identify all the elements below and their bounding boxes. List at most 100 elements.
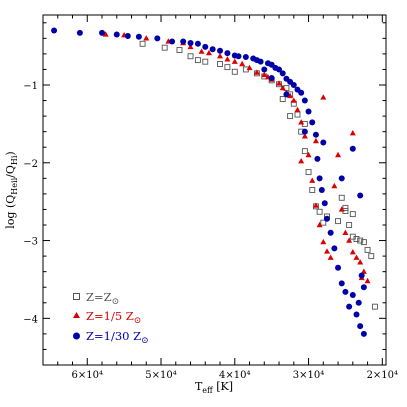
data-point-square	[231, 68, 238, 75]
data-point-triangle	[301, 133, 308, 139]
data-point-triangle	[217, 53, 224, 59]
y-axis-title: log (QHeii/QHi)	[4, 151, 19, 228]
data-point-triangle	[364, 277, 371, 284]
legend-marker-fifth-solar	[73, 312, 80, 318]
data-point-triangle	[349, 249, 356, 255]
data-points	[51, 27, 378, 337]
y-tick-label: −1	[23, 81, 38, 92]
legend-marker-solar	[73, 293, 80, 300]
data-point-square	[368, 253, 375, 260]
legend-label-thirtieth-solar-text: Z=1/30 Z	[86, 329, 141, 343]
data-point-circle	[99, 29, 106, 36]
data-point-triangle	[338, 206, 345, 212]
data-point-triangle	[205, 49, 212, 56]
data-point-circle	[349, 145, 356, 152]
data-point-square	[301, 148, 308, 155]
x-tick-label: 4×10⁴	[219, 370, 250, 381]
legend-label-fifth-solar: Z=1/5 Z⊙	[86, 309, 141, 326]
data-point-triangle	[246, 64, 253, 71]
data-point-triangle	[342, 229, 349, 235]
data-point-circle	[51, 27, 58, 34]
data-point-triangle	[349, 130, 356, 136]
x-tick-label: 2×10⁴	[367, 370, 398, 381]
data-point-square	[287, 113, 294, 120]
x-axis-title-main: T	[195, 380, 203, 393]
data-point-circle	[353, 311, 360, 318]
data-point-circle	[279, 70, 286, 77]
data-point-circle	[342, 288, 349, 295]
data-point-circle	[321, 200, 328, 207]
data-point-circle	[360, 330, 367, 337]
data-point-triangle	[239, 60, 246, 67]
data-point-triangle	[353, 254, 360, 260]
data-point-square	[202, 58, 209, 65]
data-point-circle	[242, 54, 249, 60]
data-point-circle	[314, 155, 321, 162]
data-point-square	[349, 211, 356, 218]
data-point-circle	[318, 187, 325, 193]
y-tick-label: −2	[23, 159, 38, 170]
data-point-triangle	[224, 56, 231, 62]
x-tick-label: 5×10⁴	[145, 370, 176, 381]
data-point-triangle	[320, 94, 327, 100]
legend-label-thirtieth-solar: Z=1/30 Z⊙	[86, 329, 149, 346]
data-point-circle	[301, 97, 308, 104]
data-point-square	[364, 246, 371, 253]
data-point-circle	[124, 33, 131, 39]
data-point-circle	[268, 75, 275, 81]
data-point-square	[353, 236, 360, 242]
data-point-square	[357, 237, 364, 244]
data-point-circle	[360, 284, 367, 291]
data-point-circle	[283, 91, 290, 98]
data-point-circle	[217, 47, 224, 54]
y-axis-title-sub1: Heii	[10, 177, 19, 194]
y-axis-title-prefix: log (Q	[4, 195, 17, 229]
data-point-triangle	[305, 151, 312, 158]
data-point-triangle	[323, 248, 330, 254]
data-point-circle	[301, 128, 308, 135]
y-tick-label: −4	[23, 314, 38, 325]
data-point-circle	[154, 35, 161, 42]
data-point-circle	[180, 38, 187, 45]
data-point-square	[360, 239, 367, 246]
x-tick-label: 3×10⁴	[293, 370, 324, 381]
data-point-circle	[357, 192, 364, 199]
data-point-square	[320, 219, 327, 226]
data-point-circle	[331, 245, 338, 252]
data-point-triangle	[312, 202, 319, 208]
y-tick-label: −3	[23, 237, 38, 248]
data-point-triangle	[276, 80, 283, 86]
data-point-triangle	[261, 71, 268, 78]
data-point-circle	[187, 40, 194, 46]
data-point-square	[338, 194, 345, 201]
data-point-square	[187, 53, 194, 60]
sun-symbol: ⊙	[134, 316, 142, 326]
y-axis-title-suffix: )	[4, 151, 17, 155]
data-point-circle	[257, 58, 264, 65]
data-point-square	[309, 187, 316, 193]
data-point-circle	[235, 53, 242, 60]
data-point-circle	[338, 280, 345, 287]
data-point-square	[279, 96, 286, 102]
x-axis-title-sub: eff	[202, 386, 214, 395]
tick-labels: 6×10⁴ 5×10⁴ 4×10⁴ 3×10⁴ 2×10⁴ −1 −2 −3 −4	[23, 81, 398, 381]
legend: Z=Z⊙ Z=1/5 Z⊙ Z=1/30 Z⊙	[73, 290, 149, 346]
data-point-square	[342, 204, 349, 211]
axis-ticks	[42, 15, 386, 366]
data-point-triangle	[290, 97, 297, 103]
data-point-circle	[76, 29, 83, 36]
data-point-circle	[346, 303, 353, 310]
data-point-circle	[169, 38, 176, 45]
data-point-circle	[305, 108, 312, 115]
plot-frame	[42, 14, 387, 366]
data-point-circle	[358, 272, 365, 279]
legend-label-solar: Z=Z⊙	[86, 290, 119, 307]
data-point-circle	[290, 82, 297, 88]
data-point-circle	[323, 215, 330, 222]
data-point-square	[305, 169, 312, 176]
data-point-circle	[309, 119, 316, 126]
data-point-triangle	[309, 177, 316, 183]
data-point-square	[194, 57, 201, 64]
data-point-square	[139, 40, 146, 47]
data-point-circle	[261, 66, 268, 73]
